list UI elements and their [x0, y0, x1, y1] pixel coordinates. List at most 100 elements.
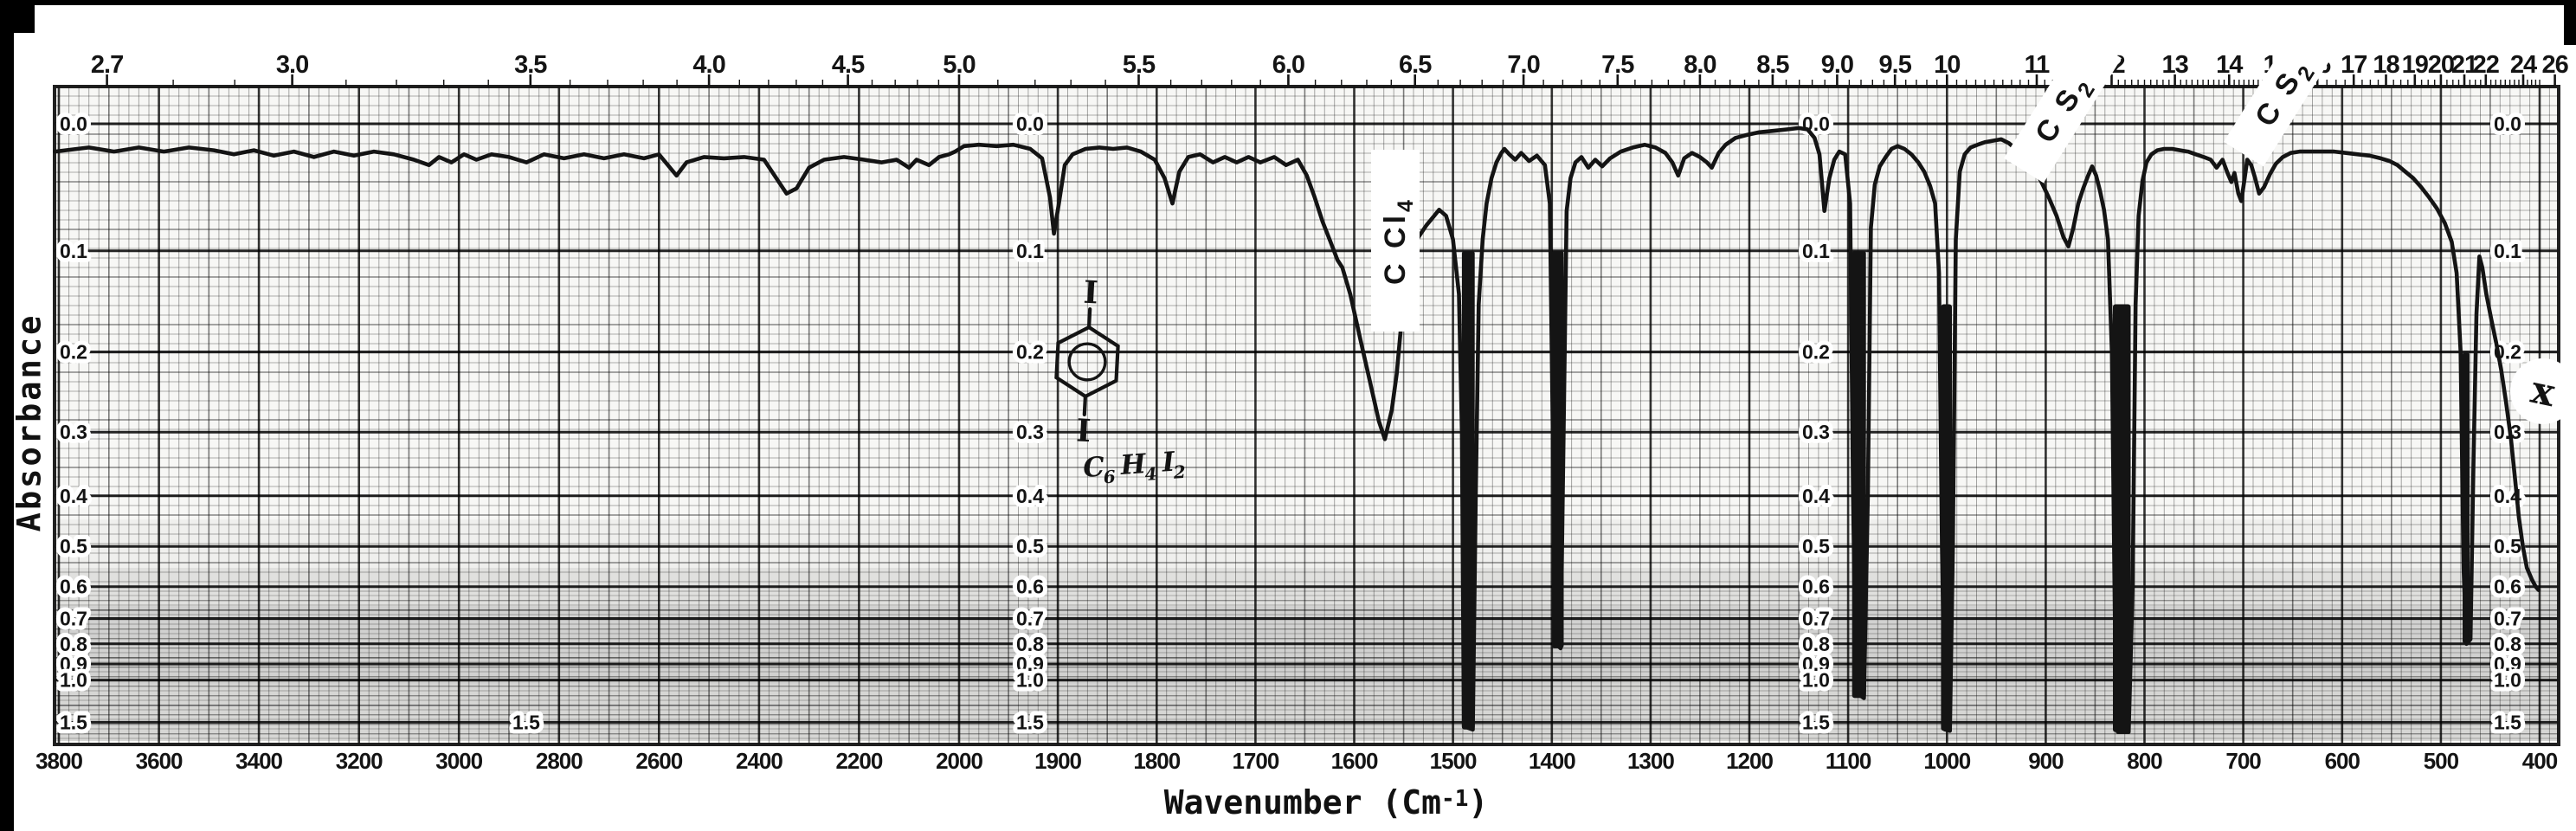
y-axis-title: Absorbance: [10, 312, 48, 532]
scan-shading: [55, 519, 2559, 741]
svg-text:8.5: 8.5: [1756, 51, 1789, 79]
svg-text:7.5: 7.5: [1601, 51, 1634, 79]
svg-text:0.6: 0.6: [60, 576, 87, 598]
svg-text:900: 900: [2028, 748, 2064, 774]
svg-text:1400: 1400: [1529, 748, 1575, 774]
svg-text:4.5: 4.5: [832, 51, 865, 79]
svg-text:1500: 1500: [1430, 748, 1477, 774]
bottom-axis-wavenumbers: 3800 3600 3400 3200 3000 2800 2600 2400 2200 2000…: [35, 748, 2559, 774]
svg-text:3.0: 3.0: [276, 51, 308, 79]
svg-text:0.4: 0.4: [1802, 485, 1830, 507]
svg-text:1300: 1300: [1627, 748, 1674, 774]
svg-text:0.0: 0.0: [1802, 113, 1830, 135]
svg-text:1000: 1000: [1923, 748, 1970, 774]
svg-text:600: 600: [2325, 748, 2360, 774]
svg-text:0.1: 0.1: [1802, 240, 1830, 262]
svg-text:0.0: 0.0: [2494, 113, 2521, 135]
svg-text:5.5: 5.5: [1123, 51, 1156, 79]
svg-text:9.0: 9.0: [1821, 51, 1853, 79]
iodine-top: I: [1083, 274, 1099, 312]
x-axis-title-superscript: -1: [1441, 786, 1469, 812]
svg-text:21: 21: [2451, 51, 2478, 79]
svg-text:3200: 3200: [336, 748, 383, 774]
svg-text:1.5: 1.5: [60, 711, 87, 733]
x-axis-title-text: Wavenumber (Cm: [1163, 783, 1442, 821]
svg-text:0.6: 0.6: [1016, 576, 1044, 598]
svg-text:1900: 1900: [1034, 748, 1081, 774]
svg-text:0.2: 0.2: [1802, 341, 1830, 364]
svg-text:0.5: 0.5: [60, 535, 87, 557]
svg-text:0.0: 0.0: [60, 113, 87, 135]
top-axis-microns: 2.7 3.0 3.5 4.0 4.5 5.0 5.5 6.0 6.5 7.0 7.5 8.0 8.5 9…: [91, 51, 2570, 87]
svg-text:2200: 2200: [835, 748, 882, 774]
svg-text:0.7: 0.7: [1016, 608, 1044, 630]
svg-text:0.4: 0.4: [1016, 485, 1044, 507]
svg-text:0.7: 0.7: [60, 608, 87, 630]
svg-text:2600: 2600: [635, 748, 682, 774]
svg-text:3000: 3000: [435, 748, 482, 774]
svg-text:1.0: 1.0: [2494, 669, 2521, 692]
svg-text:2400: 2400: [736, 748, 782, 774]
svg-text:0.8: 0.8: [60, 633, 87, 655]
x-axis-title-suffix: ): [1468, 783, 1489, 821]
svg-text:0.9: 0.9: [60, 653, 87, 675]
svg-text:0.8: 0.8: [1802, 633, 1830, 655]
svg-text:3400: 3400: [235, 748, 282, 774]
svg-text:0.9: 0.9: [1802, 653, 1830, 675]
svg-text:8.0: 8.0: [1684, 51, 1716, 79]
svg-text:1.0: 1.0: [1016, 669, 1044, 692]
structure-drawing: I I: [1054, 274, 1120, 449]
svg-text:6.0: 6.0: [1272, 51, 1304, 79]
svg-text:0.1: 0.1: [1016, 240, 1044, 262]
svg-text:0.5: 0.5: [1802, 535, 1830, 557]
svg-text:1800: 1800: [1133, 748, 1180, 774]
svg-text:3800: 3800: [35, 748, 82, 774]
svg-text:2.7: 2.7: [91, 51, 123, 79]
svg-text:7.0: 7.0: [1507, 51, 1539, 79]
svg-text:400: 400: [2522, 748, 2558, 774]
svg-text:13: 13: [2161, 51, 2188, 79]
svg-text:0.2: 0.2: [1016, 341, 1044, 364]
svg-text:0.7: 0.7: [1802, 608, 1830, 630]
svg-text:20: 20: [2428, 51, 2454, 79]
svg-text:0.2: 0.2: [60, 341, 87, 364]
svg-text:0.8: 0.8: [1016, 633, 1044, 655]
grid: [55, 86, 2559, 744]
svg-text:19: 19: [2402, 51, 2429, 79]
svg-text:1.0: 1.0: [1802, 669, 1830, 692]
svg-text:3.5: 3.5: [514, 51, 547, 79]
strong-absorption-bands: [1461, 250, 2470, 732]
svg-text:700: 700: [2225, 748, 2261, 774]
svg-text:500: 500: [2424, 748, 2459, 774]
svg-text:1700: 1700: [1232, 748, 1278, 774]
svg-text:26: 26: [2541, 51, 2568, 79]
spectrum-curve: [53, 126, 2541, 735]
svg-text:1.5: 1.5: [1016, 711, 1044, 733]
svg-text:10: 10: [1934, 51, 1960, 79]
svg-text:0.3: 0.3: [1016, 421, 1044, 443]
svg-text:0.0: 0.0: [1016, 113, 1044, 135]
svg-text:6.5: 6.5: [1399, 51, 1432, 79]
solvent-ccl4-label: C Cl4: [1371, 150, 1420, 332]
svg-text:0.5: 0.5: [1016, 535, 1044, 557]
svg-text:0.9: 0.9: [1016, 653, 1044, 675]
svg-text:0.1: 0.1: [2494, 240, 2521, 262]
svg-text:11: 11: [2025, 51, 2051, 79]
aromatic-circle: [1067, 342, 1107, 382]
svg-text:1600: 1600: [1331, 748, 1378, 774]
svg-text:0.6: 0.6: [1802, 576, 1830, 598]
svg-text:1.0: 1.0: [60, 669, 87, 692]
svg-text:22: 22: [2473, 51, 2499, 79]
svg-text:0.4: 0.4: [60, 485, 87, 507]
svg-text:2000: 2000: [936, 748, 982, 774]
svg-text:1.5: 1.5: [2494, 711, 2521, 733]
svg-text:1200: 1200: [1726, 748, 1773, 774]
svg-text:800: 800: [2127, 748, 2162, 774]
svg-text:0.8: 0.8: [2494, 633, 2521, 655]
svg-text:3600: 3600: [136, 748, 183, 774]
svg-text:2800: 2800: [536, 748, 583, 774]
x-axis-title: Wavenumber (Cm-1): [1164, 783, 1489, 821]
